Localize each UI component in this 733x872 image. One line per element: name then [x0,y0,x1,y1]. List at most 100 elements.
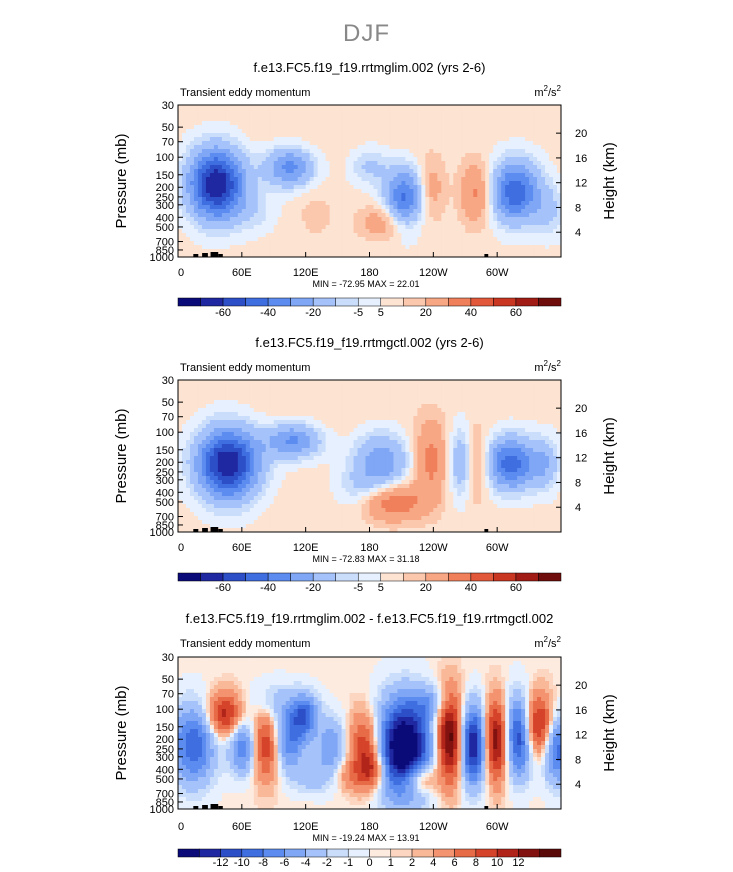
y-tick-label: 1000 [150,527,174,539]
contour-field [178,105,561,257]
chart-panel-3: f.e13.FC5.f19_f19.rrtmglim.002 - f.e13.F… [113,611,618,869]
y-tick-label: 850 [156,520,174,532]
colorbar-swatch [380,572,404,582]
x-tick-label: 0 [178,821,184,833]
colorbar-label: 6 [452,857,458,869]
y2-tick-label: 20 [575,128,587,140]
colorbar-swatch [312,572,336,582]
y-tick-label: 500 [156,222,174,234]
colorbar-label: -2 [322,857,332,869]
x-tick-label: 60W [486,542,509,554]
colorbar-label: -60 [215,582,231,594]
colorbar-swatch [222,572,246,582]
min-max-stats: MIN = -72.83 MAX = 31.18 [312,554,419,564]
colorbar-swatch [538,572,562,582]
colorbar-swatch [493,572,517,582]
colorbar-swatch [470,572,494,582]
x-tick-label: 0 [178,267,184,279]
colorbar-label: 1 [388,857,394,869]
y-tick-label: 700 [156,237,174,249]
colorbar: -60 -40 -20 -5 5 20 40 60 [177,572,562,594]
y-tick-label: 200 [156,457,174,469]
colorbar-swatch [177,848,200,858]
topography [193,252,489,257]
y2-tick-label: 8 [575,754,581,766]
y2-tick-label: 20 [575,403,587,415]
colorbar-swatch [305,848,328,858]
y-tick-label: 50 [162,122,174,134]
y-tick-label: 200 [156,734,174,746]
x-tick-label: 120W [419,267,448,279]
contour-field [178,380,561,532]
x-tick-label: 60W [486,267,509,279]
y-axis-title: Pressure (mb) [113,408,130,503]
y-tick-label: 700 [156,789,174,801]
y-tick-label: 70 [162,412,174,424]
panel-title: f.e13.FC5.f19_f19.rrtmglim.002 - f.e13.F… [186,611,554,626]
y2-axis-title: Height (km) [601,142,618,220]
y-tick-label: 150 [156,445,174,457]
x-tick-label: 120E [293,267,319,279]
colorbar-label: 5 [378,582,384,594]
main-title: DJF [343,20,390,47]
units-label: m2/s2 [534,635,561,650]
colorbar-swatch [199,848,221,858]
colorbar-label: -12 [213,857,229,869]
colorbar-label: -40 [260,307,276,319]
variable-label: Transient eddy momentum [180,638,310,650]
colorbar-swatch [262,848,285,858]
colorbar-swatch [496,848,519,858]
colorbar-swatch [200,572,224,582]
y-tick-label: 400 [156,212,174,224]
colorbar-label: 40 [465,582,477,594]
colorbar-swatch [335,297,359,307]
colorbar: -12 -10 -8 -6 -4 -2 -1 0 1 2 4 6 8 10 12 [177,848,562,869]
y-tick-label: 50 [162,397,174,409]
colorbar-label: -8 [258,857,268,869]
colorbar-swatch [347,848,370,858]
colorbar-swatch [290,572,314,582]
colorbar-swatch [515,572,539,582]
colorbar-label: -4 [301,857,311,869]
y2-tick-label: 8 [575,477,581,489]
y2-tick-label: 20 [575,680,587,692]
y-tick-label: 50 [162,674,174,686]
y-tick-label: 500 [156,774,174,786]
colorbar-swatch [357,297,382,307]
colorbar-swatch [518,848,540,858]
y2-tick-label: 4 [575,502,581,514]
colorbar-swatch [177,297,201,307]
y-tick-label: 200 [156,182,174,194]
x-tick-label: 180 [360,821,378,833]
y-tick-label: 100 [156,704,174,716]
y2-tick-label: 8 [575,202,581,214]
y-tick-label: 70 [162,137,174,149]
colorbar-label: 60 [510,307,522,319]
y2-tick-label: 12 [575,453,587,465]
colorbar-label: 10 [491,857,503,869]
y-tick-label: 150 [156,170,174,182]
colorbar-swatch [454,848,477,858]
colorbar-label: 5 [378,307,384,319]
x-tick-label: 120E [293,542,319,554]
colorbar-label: -5 [353,582,363,594]
colorbar-swatch [380,297,404,307]
colorbar-swatch [284,848,306,858]
y-tick-label: 30 [162,652,174,664]
y2-tick-label: 16 [575,705,587,717]
colorbar: -60 -40 -20 -5 5 20 40 60 [177,297,562,319]
colorbar-swatch [245,572,269,582]
y-tick-label: 30 [162,100,174,112]
colorbar-swatch [290,297,314,307]
chart-panel-2: f.e13.FC5.f19_f19.rrtmgctl.002 (yrs 2-6)… [113,335,618,594]
colorbar-swatch [267,297,291,307]
colorbar-swatch [470,297,494,307]
colorbar-swatch [222,297,246,307]
x-tick-label: 0 [178,542,184,554]
y2-tick-label: 12 [575,178,587,190]
colorbar-swatch [475,848,498,858]
colorbar-label: -20 [305,307,321,319]
min-max-stats: MIN = -19.24 MAX = 13.91 [312,833,419,843]
colorbar-label: -1 [343,857,353,869]
colorbar-swatch [538,297,562,307]
